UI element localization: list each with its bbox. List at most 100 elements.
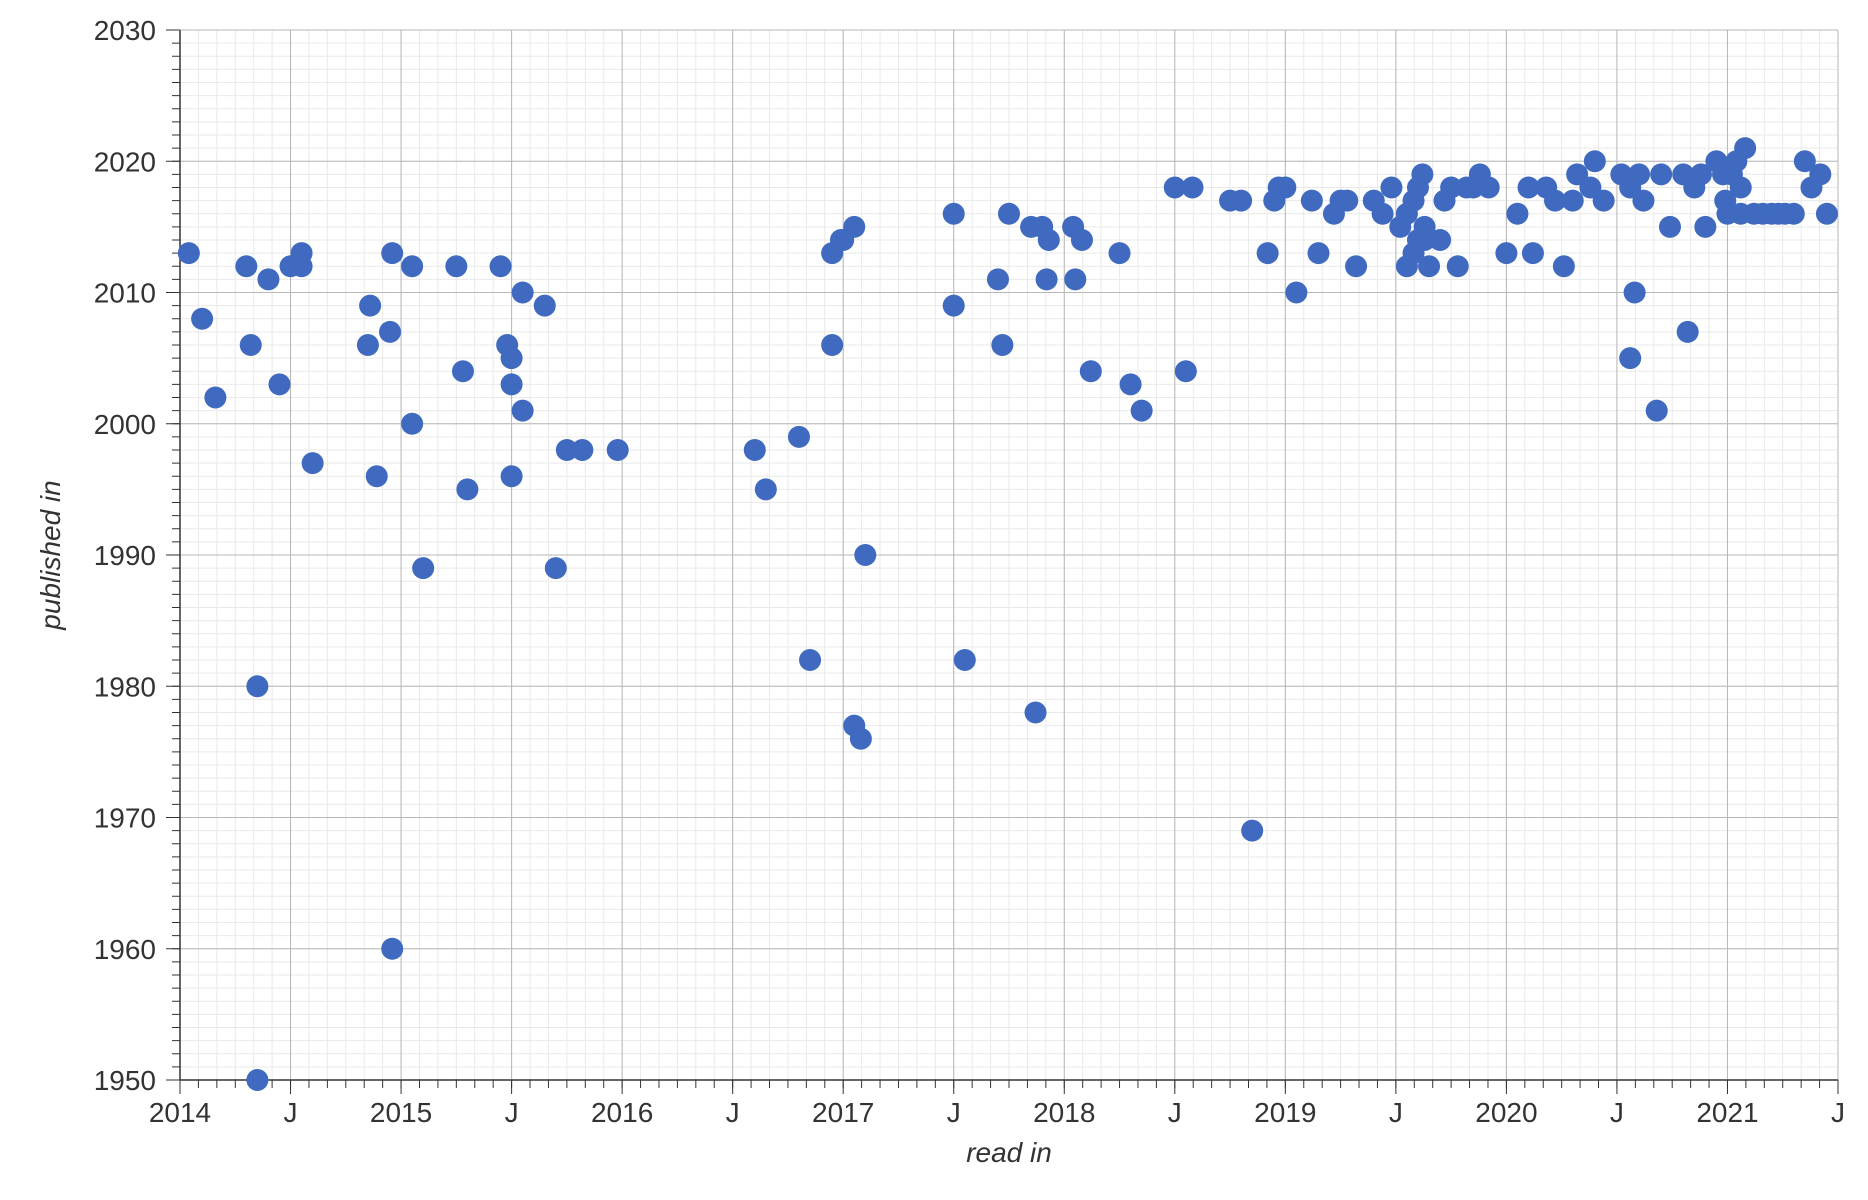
data-point [1495, 242, 1517, 264]
data-point [991, 334, 1013, 356]
data-point [1345, 255, 1367, 277]
x-tick-label-midyear: J [1610, 1097, 1624, 1128]
data-point [998, 203, 1020, 225]
data-point [178, 242, 200, 264]
data-point [1694, 216, 1716, 238]
data-point [1619, 347, 1641, 369]
data-point [512, 400, 534, 422]
points [178, 137, 1838, 1091]
data-point [1506, 203, 1528, 225]
data-point [456, 478, 478, 500]
data-point [452, 360, 474, 382]
data-point [235, 255, 257, 277]
x-tick-label: 2019 [1254, 1097, 1316, 1128]
data-point [412, 557, 434, 579]
data-point [843, 216, 865, 238]
data-point [1109, 242, 1131, 264]
data-point [943, 295, 965, 317]
data-point [204, 387, 226, 409]
data-point [401, 413, 423, 435]
data-point [1336, 190, 1358, 212]
y-tick-label: 1960 [94, 934, 156, 965]
data-point [788, 426, 810, 448]
data-point [1734, 137, 1756, 159]
y-tick-label: 1950 [94, 1065, 156, 1096]
x-tick-label: 2021 [1696, 1097, 1758, 1128]
x-tick-label-midyear: J [1168, 1097, 1182, 1128]
y-tick-label: 1980 [94, 671, 156, 702]
data-point [1274, 177, 1296, 199]
x-tick-label-midyear: J [505, 1097, 519, 1128]
data-point [1131, 400, 1153, 422]
data-point [854, 544, 876, 566]
x-tick-label: 2014 [149, 1097, 211, 1128]
data-point [1447, 255, 1469, 277]
data-point [571, 439, 593, 461]
data-point [1380, 177, 1402, 199]
data-point [1429, 229, 1451, 251]
data-point [1418, 255, 1440, 277]
data-point [1783, 203, 1805, 225]
data-point [191, 308, 213, 330]
data-point [381, 938, 403, 960]
data-point [501, 465, 523, 487]
data-point [1307, 242, 1329, 264]
data-point [1038, 229, 1060, 251]
x-tick-label: 2020 [1475, 1097, 1537, 1128]
data-point [1120, 373, 1142, 395]
data-point [268, 373, 290, 395]
data-point [1809, 163, 1831, 185]
data-point [1025, 702, 1047, 724]
data-point [445, 255, 467, 277]
data-point [1816, 203, 1838, 225]
data-point [1677, 321, 1699, 343]
x-tick-label-midyear: J [726, 1097, 740, 1128]
data-point [850, 728, 872, 750]
x-tick-label: 2015 [370, 1097, 432, 1128]
data-point [257, 268, 279, 290]
data-point [366, 465, 388, 487]
data-point [1372, 203, 1394, 225]
data-point [1478, 177, 1500, 199]
x-tick-label-midyear: J [1831, 1097, 1845, 1128]
data-point [755, 478, 777, 500]
data-point [381, 242, 403, 264]
y-axis-label: published in [35, 480, 66, 630]
data-point [1036, 268, 1058, 290]
data-point [1730, 177, 1752, 199]
data-point [1064, 268, 1086, 290]
data-point [1646, 400, 1668, 422]
data-point [943, 203, 965, 225]
x-tick-label: 2017 [812, 1097, 874, 1128]
data-point [1584, 150, 1606, 172]
data-point [1632, 190, 1654, 212]
data-point [954, 649, 976, 671]
data-point [545, 557, 567, 579]
data-point [1562, 190, 1584, 212]
data-point [821, 334, 843, 356]
data-point [1071, 229, 1093, 251]
data-point [302, 452, 324, 474]
data-point [1624, 282, 1646, 304]
data-point [987, 268, 1009, 290]
data-point [501, 373, 523, 395]
data-point [357, 334, 379, 356]
y-tick-label: 1970 [94, 803, 156, 834]
data-point [1659, 216, 1681, 238]
data-point [607, 439, 629, 461]
data-point [240, 334, 262, 356]
data-point [490, 255, 512, 277]
x-tick-label-midyear: J [947, 1097, 961, 1128]
data-point [1553, 255, 1575, 277]
axis-labels: read inpublished in [35, 480, 1052, 1168]
data-point [246, 1069, 268, 1091]
data-point [1080, 360, 1102, 382]
x-tick-label: 2018 [1033, 1097, 1095, 1128]
data-point [1628, 163, 1650, 185]
data-point [1593, 190, 1615, 212]
data-point [744, 439, 766, 461]
scatter-chart: 20142015201620172018201920202021JJJJJJJJ… [0, 0, 1868, 1200]
data-point [1301, 190, 1323, 212]
data-point [359, 295, 381, 317]
data-point [1175, 360, 1197, 382]
